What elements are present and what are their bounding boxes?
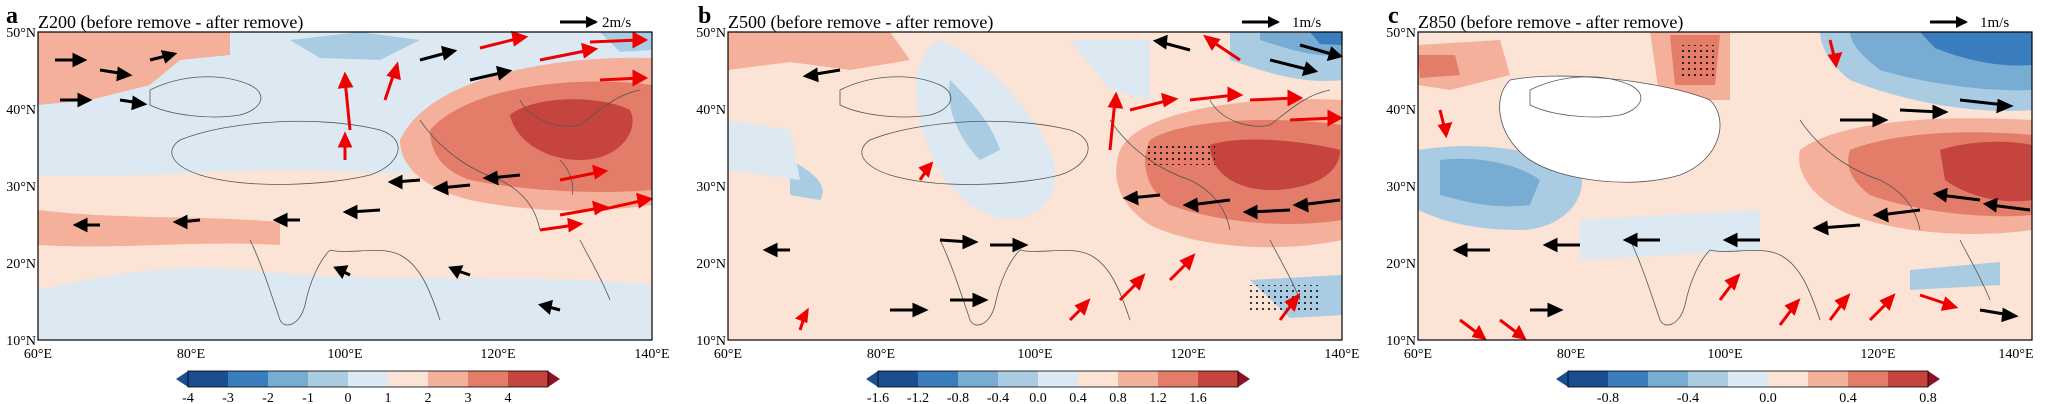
colorbar-label: 3 xyxy=(465,391,472,404)
map-frame xyxy=(37,31,653,341)
colorbar-label: 0 xyxy=(345,391,352,404)
lon-tick: 120°E xyxy=(1170,347,1205,362)
lat-tick: 20°N xyxy=(696,257,726,272)
colorbar-label: -0.8 xyxy=(1597,391,1619,404)
colorbar-label: 0.4 xyxy=(1069,391,1087,404)
colorbar-label: 0.4 xyxy=(1839,391,1857,404)
lon-tick: 100°E xyxy=(1017,347,1052,362)
coastlines xyxy=(839,76,1331,326)
panel-a: a Z200 (before remove - after remove) 2m… xyxy=(0,0,690,404)
colorbar-label: -0.4 xyxy=(1677,391,1699,404)
lon-tick: 120°E xyxy=(1860,347,1895,362)
colorbar-label: 1.6 xyxy=(1189,391,1207,404)
lat-tick: 30°N xyxy=(1386,180,1416,195)
reference-vector-label: 1m/s xyxy=(1292,15,1321,31)
reference-vector-label: 2m/s xyxy=(602,15,631,31)
panel-title: Z500 (before remove - after remove) xyxy=(728,12,993,33)
lat-tick: 20°N xyxy=(6,257,36,272)
map-frame xyxy=(1417,31,2033,341)
lon-tick: 140°E xyxy=(634,347,669,362)
lat-tick: 40°N xyxy=(6,103,36,118)
latitude-ticks: 10°N 20°N 30°N 40°N 50°N xyxy=(6,26,36,349)
colorbar-label: -1 xyxy=(302,391,314,404)
colorbar-label: 1.2 xyxy=(1149,391,1167,404)
panel-c-svg: c Z850 (before remove - after remove) 1m… xyxy=(1386,3,2034,404)
wind-vectors xyxy=(55,45,561,315)
significant-wind-vectors xyxy=(1437,39,1959,341)
reference-vector-head xyxy=(1268,16,1280,28)
colorbar-label: -4 xyxy=(182,391,194,404)
lon-tick: 60°E xyxy=(714,347,742,362)
colorbar-label: -0.8 xyxy=(947,391,969,404)
reference-vector-head xyxy=(586,16,598,28)
lat-tick: 50°N xyxy=(696,26,726,41)
colorbar-label: -3 xyxy=(222,391,234,404)
panel-title: Z850 (before remove - after remove) xyxy=(1418,12,1683,33)
lon-tick: 140°E xyxy=(1324,347,1359,362)
map-field xyxy=(1418,32,2032,340)
colorbar-label: 0.8 xyxy=(1109,391,1127,404)
panel-letter: a xyxy=(6,3,18,29)
lon-tick: 80°E xyxy=(177,347,205,362)
lon-tick: 80°E xyxy=(867,347,895,362)
lat-tick: 40°N xyxy=(1386,103,1416,118)
reference-vector-head xyxy=(1956,16,1968,28)
lat-tick: 50°N xyxy=(6,26,36,41)
wind-vectors xyxy=(762,34,1344,318)
lat-tick: 20°N xyxy=(1386,257,1416,272)
colorbar-label: 2 xyxy=(425,391,432,404)
panel-letter: b xyxy=(698,3,711,29)
latitude-ticks: 10°N 20°N 30°N 40°N 50°N xyxy=(1386,26,1416,349)
colorbar-labels: -4 -3 -2 -1 0 1 2 3 4 xyxy=(182,391,511,404)
panel-b: b Z500 (before remove - after remove) 1m… xyxy=(690,0,1380,404)
lon-tick: 80°E xyxy=(1557,347,1585,362)
colorbar-label: -1.2 xyxy=(907,391,929,404)
lat-tick: 30°N xyxy=(696,180,726,195)
significant-wind-vectors xyxy=(794,34,1344,331)
wind-vectors xyxy=(1452,98,2031,323)
colorbar xyxy=(866,370,1250,388)
colorbar-label: -1.6 xyxy=(867,391,889,404)
colorbar-label: -2 xyxy=(262,391,274,404)
longitude-ticks: 60°E 80°E 100°E 120°E 140°E xyxy=(24,347,670,362)
coastlines xyxy=(149,76,641,326)
colorbar xyxy=(176,370,560,388)
coastlines xyxy=(1499,75,1991,326)
map-frame xyxy=(727,31,1343,341)
map-field xyxy=(728,32,1342,340)
significant-wind-vectors xyxy=(337,30,654,233)
colorbar-label: 4 xyxy=(505,391,512,404)
colorbar-label: 0.8 xyxy=(1919,391,1937,404)
colorbar-label: 0.0 xyxy=(1759,391,1777,404)
reference-vector-label: 1m/s xyxy=(1980,15,2009,31)
lat-tick: 10°N xyxy=(696,334,726,349)
colorbar-labels: -0.8 -0.4 0.0 0.4 0.8 xyxy=(1597,391,1937,404)
colorbar-label: -0.4 xyxy=(987,391,1009,404)
colorbar-labels: -1.6 -1.2 -0.8 -0.4 0.0 0.4 0.8 1.2 1.6 xyxy=(867,391,1207,404)
lon-tick: 100°E xyxy=(327,347,362,362)
lon-tick: 140°E xyxy=(1998,347,2033,362)
panel-a-svg: a Z200 (before remove - after remove) 2m… xyxy=(6,3,670,404)
colorbar xyxy=(1556,370,1940,388)
panel-c: c Z850 (before remove - after remove) 1m… xyxy=(1380,0,2050,404)
map-field xyxy=(38,32,652,340)
latitude-ticks: 10°N 20°N 30°N 40°N 50°N xyxy=(696,26,726,349)
lat-tick: 10°N xyxy=(6,334,36,349)
panel-letter: c xyxy=(1388,3,1399,29)
lat-tick: 50°N xyxy=(1386,26,1416,41)
panel-b-svg: b Z500 (before remove - after remove) 1m… xyxy=(696,3,1360,404)
lat-tick: 10°N xyxy=(1386,334,1416,349)
longitude-ticks: 60°E 80°E 100°E 120°E 140°E xyxy=(1404,347,2034,362)
lon-tick: 60°E xyxy=(1404,347,1432,362)
lat-tick: 40°N xyxy=(696,103,726,118)
longitude-ticks: 60°E 80°E 100°E 120°E 140°E xyxy=(714,347,1360,362)
lon-tick: 60°E xyxy=(24,347,52,362)
lon-tick: 100°E xyxy=(1707,347,1742,362)
panel-title: Z200 (before remove - after remove) xyxy=(38,12,303,33)
colorbar-label: 1 xyxy=(385,391,392,404)
colorbar-label: 0.0 xyxy=(1029,391,1047,404)
lat-tick: 30°N xyxy=(6,180,36,195)
lon-tick: 120°E xyxy=(480,347,515,362)
